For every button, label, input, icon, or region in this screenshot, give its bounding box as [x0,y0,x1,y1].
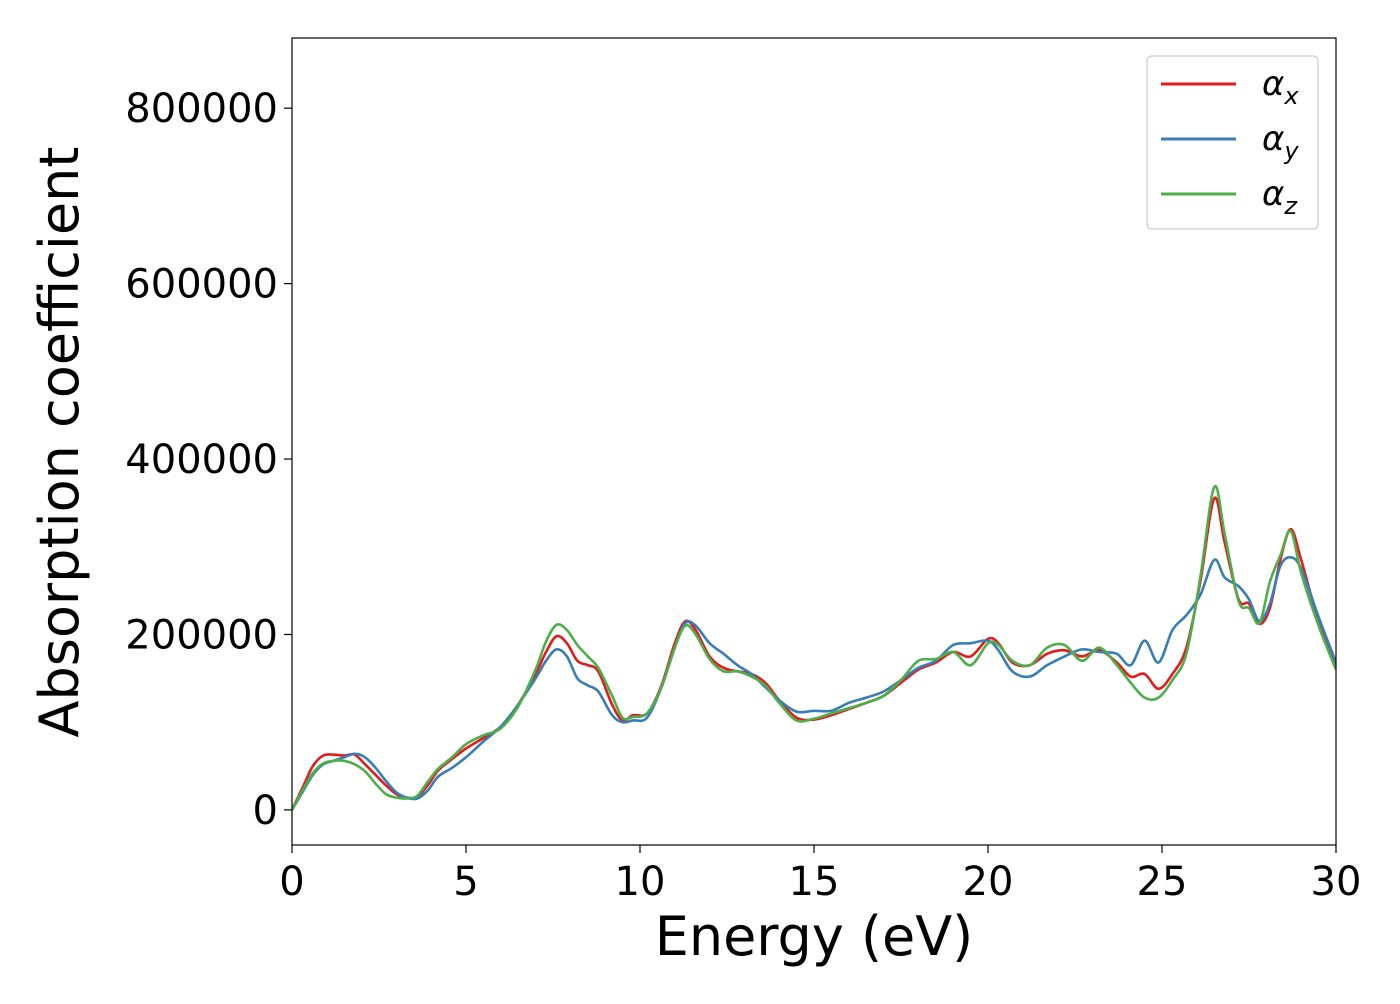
y-tick-label: 400000 [125,437,278,483]
series-line-x [292,496,1336,811]
x-tick-label: 10 [615,859,666,905]
x-tick-label: 25 [1137,859,1188,905]
series-line-z [292,484,1336,811]
y-tick-label: 600000 [125,262,278,308]
x-tick-label: 5 [453,859,478,905]
y-axis-ticks: 0 200000 400000 600000 800000 [125,86,292,834]
series-layer [292,484,1336,811]
y-tick-label: 800000 [125,86,278,132]
legend-box [1146,55,1319,230]
y-axis-title: Absorption coefficient [28,147,91,738]
x-tick-label: 0 [279,859,304,905]
x-axis-ticks: 0 5 10 15 20 25 30 [279,845,1361,905]
x-tick-label: 20 [963,859,1014,905]
x-tick-label: 30 [1311,859,1362,905]
series-line-y [292,555,1336,811]
y-tick-label: 0 [253,788,278,834]
x-axis-title: Energy (eV) [655,905,974,968]
y-tick-label: 200000 [125,612,278,658]
x-tick-label: 15 [789,859,840,905]
